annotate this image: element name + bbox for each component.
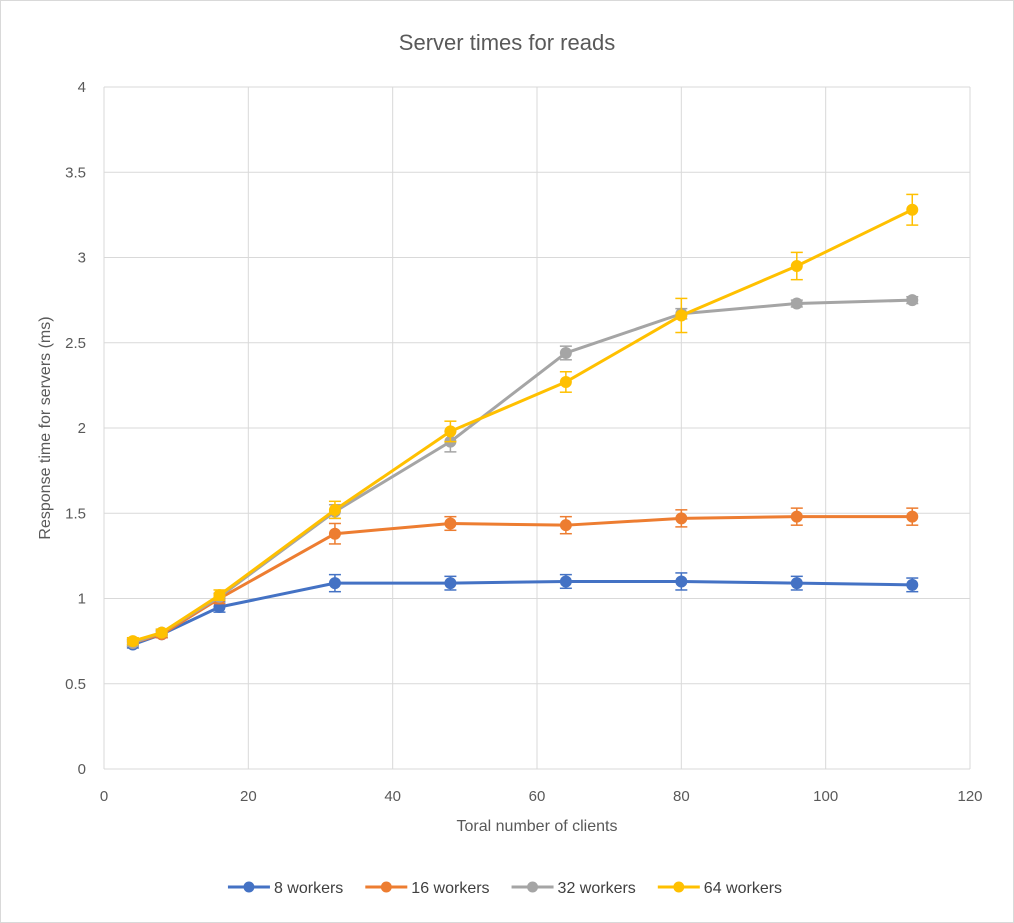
data-point <box>906 203 919 216</box>
legend-swatch-marker <box>527 881 539 893</box>
legend-label: 64 workers <box>704 880 782 897</box>
series-line <box>132 579 913 646</box>
y-tick-label: 4 <box>78 79 86 96</box>
legend-item: 8 workers <box>227 880 343 897</box>
data-point <box>790 577 803 590</box>
data-point <box>559 375 572 388</box>
axes: 00.511.522.533.540 20 40 60 80 100 120 <box>65 79 982 805</box>
y-tick-label: 0 <box>78 761 86 778</box>
series-64-workers <box>126 193 919 648</box>
data-point <box>559 346 572 359</box>
legend-item: 32 workers <box>511 880 636 897</box>
data-point <box>328 503 341 516</box>
y-axis-title: Response time for servers (ms) <box>37 316 54 539</box>
x-tick-label: 100 <box>813 788 838 805</box>
x-tick-label: 0 <box>100 788 108 805</box>
data-point <box>328 577 341 590</box>
x-tick-label: 120 <box>957 788 982 805</box>
legend-label: 16 workers <box>411 880 489 897</box>
data-point <box>790 260 803 273</box>
data-point <box>790 297 803 310</box>
legend-item: 64 workers <box>657 880 782 897</box>
data-point <box>126 635 139 648</box>
x-tick-label: 80 <box>673 788 690 805</box>
data-point <box>559 575 572 588</box>
y-tick-label: 3.5 <box>65 164 86 181</box>
data-point <box>906 294 919 307</box>
data-point <box>444 517 457 530</box>
data-point <box>906 578 919 591</box>
data-point <box>675 309 688 322</box>
data-point <box>328 527 341 540</box>
data-point <box>790 510 803 523</box>
data-point <box>444 577 457 590</box>
legend-item: 16 workers <box>365 880 490 897</box>
x-tick-label: 60 <box>529 788 546 805</box>
series-8-workers <box>126 572 919 651</box>
y-tick-label: 0.5 <box>65 676 86 693</box>
y-tick-label: 3 <box>78 250 86 267</box>
data-point <box>675 575 688 588</box>
data-point <box>444 425 457 438</box>
series-32-workers <box>126 294 919 649</box>
data-point <box>213 589 226 602</box>
series-line <box>132 298 913 645</box>
chart-title: Server times for reads <box>398 30 616 55</box>
x-tick-label: 20 <box>240 788 257 805</box>
legend: 8 workers 16 workers 32 workers 64 workers <box>227 880 782 897</box>
data-point <box>559 519 572 532</box>
gridlines <box>103 86 971 770</box>
legend-label: 32 workers <box>558 880 636 897</box>
x-tick-label: 40 <box>384 788 401 805</box>
data-point <box>675 512 688 525</box>
y-tick-label: 2 <box>78 420 86 437</box>
data-point <box>906 510 919 523</box>
legend-swatch-marker <box>243 881 255 893</box>
y-tick-label: 1 <box>78 591 86 608</box>
legend-swatch-marker <box>380 881 392 893</box>
legend-swatch-marker <box>673 881 685 893</box>
y-tick-label: 1.5 <box>65 505 86 522</box>
y-tick-label: 2.5 <box>65 335 86 352</box>
x-axis-title: Toral number of clients <box>457 818 618 835</box>
data-point <box>155 626 168 639</box>
legend-label: 8 workers <box>274 880 343 897</box>
series-layer <box>126 193 919 651</box>
